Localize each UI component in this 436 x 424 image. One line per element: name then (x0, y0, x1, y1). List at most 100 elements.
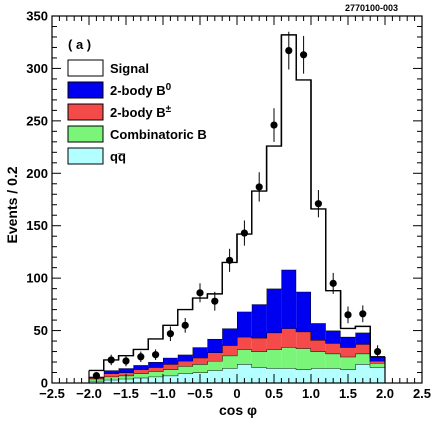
bar-segment (266, 146, 282, 289)
legend-swatch (67, 147, 104, 165)
x-tick-label: 0.5 (265, 386, 283, 401)
y-tick-label: 250 (26, 113, 48, 128)
data-point (152, 351, 160, 359)
legend-label: 2-body B0 (110, 82, 172, 98)
bar-segment (325, 290, 341, 331)
bar-segment (370, 367, 385, 383)
bar-segment (207, 352, 223, 361)
bar-segment (251, 351, 267, 368)
bar-segment (251, 304, 267, 338)
data-point (270, 121, 278, 129)
x-tick-label: −1.0 (150, 386, 176, 401)
y-tick-label: 50 (34, 323, 48, 338)
bar-segment (222, 368, 237, 383)
y-tick-label: 200 (26, 166, 48, 181)
x-tick-label: 2.5 (413, 386, 431, 401)
x-tick-label: 1.5 (339, 386, 357, 401)
bar-segment (133, 365, 149, 370)
bar-segment (222, 345, 237, 356)
y-tick-label: 0 (41, 376, 48, 391)
bar-segment (296, 79, 311, 292)
bar-segment (311, 340, 326, 352)
bar-segment (237, 234, 252, 312)
bar-segment (251, 367, 267, 383)
data-point (92, 372, 100, 380)
y-tick-label: 100 (26, 271, 48, 286)
data-point (181, 321, 189, 329)
bar-segment (103, 370, 119, 374)
bar-segment (207, 360, 223, 371)
bar-segment (325, 353, 341, 369)
x-tick-label: −1.5 (113, 386, 139, 401)
bar-segment (237, 364, 252, 383)
bar-segment (237, 311, 252, 337)
x-tick-label: 1.0 (302, 386, 320, 401)
bar-segment (118, 368, 134, 373)
figure-id: 2770100-003 (345, 3, 398, 13)
bar-segment (325, 330, 341, 344)
legend: Signal 2-body B0 2-body B± Combinatoric B qq… (67, 59, 207, 165)
x-tick-label: −0.5 (187, 386, 213, 401)
x-tick-label: 0 (233, 386, 240, 401)
bar-segment (370, 356, 385, 361)
bar-segment (355, 353, 371, 365)
bar-segment (148, 371, 163, 377)
bar-segment (222, 262, 237, 329)
bar-segment (325, 343, 341, 354)
data-point (166, 330, 174, 338)
bar-segment (237, 349, 252, 365)
legend-swatch (67, 81, 104, 99)
data-point (359, 310, 367, 318)
bar-segment (207, 293, 223, 339)
bar-segment (163, 369, 178, 376)
data-point (240, 229, 248, 237)
bar-segment (355, 364, 371, 383)
x-tick-label: 2.0 (376, 386, 394, 401)
legend-label: Signal (110, 61, 149, 76)
axis-ticks: −2.5 −2.0 −1.5 −1.0 −0.5 0 0.5 1.0 1.5 2.0 2.5 0 50 1… (26, 9, 431, 402)
bar-segment (355, 344, 371, 354)
bar-segment (281, 269, 297, 329)
legend-label: 2-body B± (110, 104, 172, 120)
data-point (211, 297, 219, 305)
bar-segment (207, 338, 223, 353)
legend-swatch (67, 59, 104, 77)
bar-segment (207, 370, 223, 383)
bar-segment (266, 332, 282, 350)
bar-segment (251, 337, 267, 352)
x-axis-title: cos φ (219, 402, 257, 418)
bar-segment (266, 288, 282, 333)
bar-segment (177, 360, 193, 367)
legend-item: Signal (67, 59, 149, 77)
bar-segment (163, 357, 178, 365)
bar-segment (296, 348, 311, 370)
bar-segment (133, 369, 149, 374)
bar-segment (281, 347, 297, 369)
legend-label: Combinatoric B (110, 127, 207, 142)
data-point (374, 347, 382, 356)
data-point (137, 353, 145, 361)
data-point (122, 357, 130, 365)
bar-segment (296, 369, 311, 383)
x-tick-label: −2.5 (39, 386, 65, 401)
bar-segment (177, 354, 193, 361)
legend-swatch (67, 103, 104, 121)
legend-item: 2-body B± (67, 103, 172, 121)
x-tick-label: −2.0 (76, 386, 102, 401)
bar-segment (222, 355, 237, 369)
bar-segment (266, 349, 282, 369)
bar-segment (237, 336, 252, 350)
y-tick-label: 300 (26, 61, 48, 76)
bar-segment (177, 366, 193, 374)
bar-segment (296, 291, 311, 332)
bar-segment (281, 34, 297, 270)
bar-segment (163, 364, 178, 370)
legend-swatch (67, 125, 104, 143)
bar-segment (192, 357, 208, 365)
bar-segment (163, 325, 178, 358)
y-axis-title: Events / 0.2 (4, 166, 20, 243)
y-tick-label: 150 (26, 218, 48, 233)
bar-segment (311, 208, 326, 324)
bar-segment (340, 336, 356, 348)
